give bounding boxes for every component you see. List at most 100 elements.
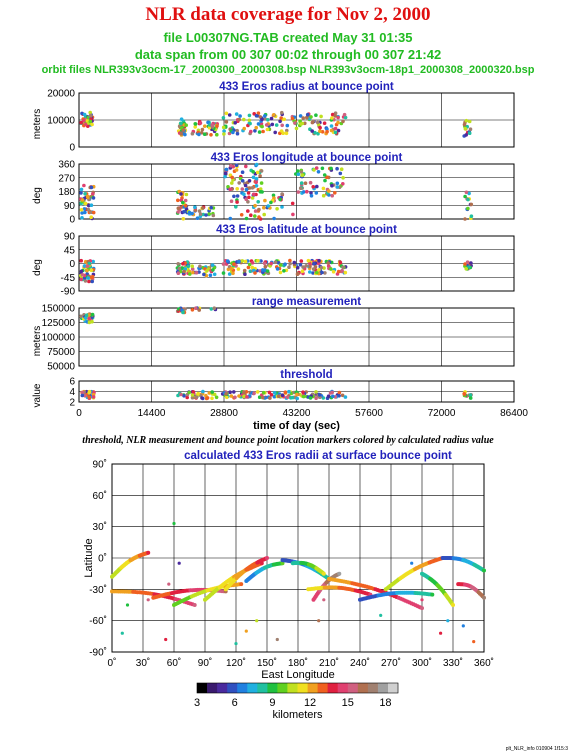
surface-point [451, 603, 455, 607]
data-point [221, 125, 226, 130]
file-line: file L00307NG.TAB created May 31 01:35 [163, 30, 413, 45]
data-point [181, 200, 185, 205]
data-point [274, 123, 279, 127]
data-point [341, 176, 345, 180]
data-point [464, 133, 469, 137]
data-point [313, 130, 317, 135]
data-point [184, 192, 189, 197]
data-point [179, 392, 183, 397]
data-point [296, 190, 301, 194]
x-tick-label: 30˚ [136, 657, 150, 669]
data-point [468, 396, 473, 400]
data-point [317, 258, 321, 263]
data-point [207, 391, 212, 395]
data-point [240, 259, 245, 263]
data-point [464, 118, 469, 123]
data-point [80, 216, 84, 220]
data-point [89, 268, 94, 273]
data-point [337, 390, 342, 395]
y-tick-label: 20000 [47, 89, 75, 100]
surface-point [192, 603, 197, 607]
data-point [190, 131, 195, 136]
data-point [186, 264, 191, 269]
surface-point [461, 624, 465, 628]
data-point [320, 166, 325, 171]
data-point [234, 168, 239, 172]
data-point [262, 205, 266, 210]
data-point [294, 126, 299, 131]
surface-point [379, 613, 383, 618]
data-point [254, 114, 259, 118]
data-point [318, 129, 322, 133]
data-point [308, 264, 312, 269]
data-point [280, 205, 284, 209]
x-tick-label: 90˚ [198, 657, 212, 669]
data-point [340, 268, 344, 273]
x-tick-label: 60˚ [167, 657, 181, 669]
data-point [247, 195, 251, 200]
data-point [91, 196, 96, 200]
data-point [221, 116, 226, 120]
data-point [273, 260, 278, 265]
colorbar-frame [196, 682, 399, 694]
data-point [190, 393, 195, 397]
data-point [317, 268, 321, 272]
data-point [193, 122, 198, 126]
data-point [235, 194, 240, 198]
data-point [342, 112, 347, 117]
data-point [283, 262, 287, 267]
data-point [272, 113, 276, 117]
data-point [329, 128, 334, 133]
data-point [335, 181, 340, 186]
data-point [285, 128, 289, 133]
data-point [292, 260, 297, 265]
data-point [273, 130, 278, 135]
y-tick-label: 60˚ [93, 490, 107, 502]
data-point [275, 207, 279, 211]
data-point [91, 395, 96, 399]
surface-point [234, 642, 238, 646]
colorbar-swatch [287, 683, 298, 693]
data-point [310, 129, 315, 133]
data-point [235, 200, 239, 204]
data-point [315, 270, 319, 275]
data-point [223, 171, 228, 176]
data-point [201, 212, 206, 217]
data-point [181, 128, 186, 132]
data-point [469, 202, 474, 207]
data-point [256, 122, 261, 126]
data-point [235, 128, 239, 133]
data-point [228, 187, 232, 191]
data-point [338, 260, 343, 265]
data-point [180, 266, 185, 270]
data-point [250, 261, 255, 265]
data-point [267, 390, 272, 395]
data-point [177, 266, 182, 271]
colorbar-swatch [207, 683, 218, 693]
data-point [179, 131, 183, 136]
data-point [83, 192, 87, 196]
data-point [321, 193, 326, 198]
data-point [326, 261, 331, 265]
data-point [467, 119, 472, 124]
data-point [82, 118, 86, 123]
data-point [272, 391, 277, 395]
data-point [264, 123, 269, 127]
surface-point [275, 637, 279, 642]
data-point [82, 183, 86, 188]
data-point [316, 131, 320, 136]
y-tick-label: 90˚ [93, 459, 107, 471]
data-point [462, 392, 467, 396]
surface-point [280, 561, 285, 566]
data-point [198, 121, 203, 125]
data-point [330, 116, 334, 120]
y-tick-label: 90 [64, 232, 76, 243]
data-point [275, 267, 280, 271]
data-point [315, 184, 319, 189]
data-point [250, 265, 254, 270]
y-tick-label: 30˚ [93, 521, 107, 533]
data-point [295, 392, 299, 397]
x-tick-label: 86400 [500, 408, 528, 419]
colorbar-swatch [347, 683, 359, 693]
data-point [282, 269, 286, 273]
